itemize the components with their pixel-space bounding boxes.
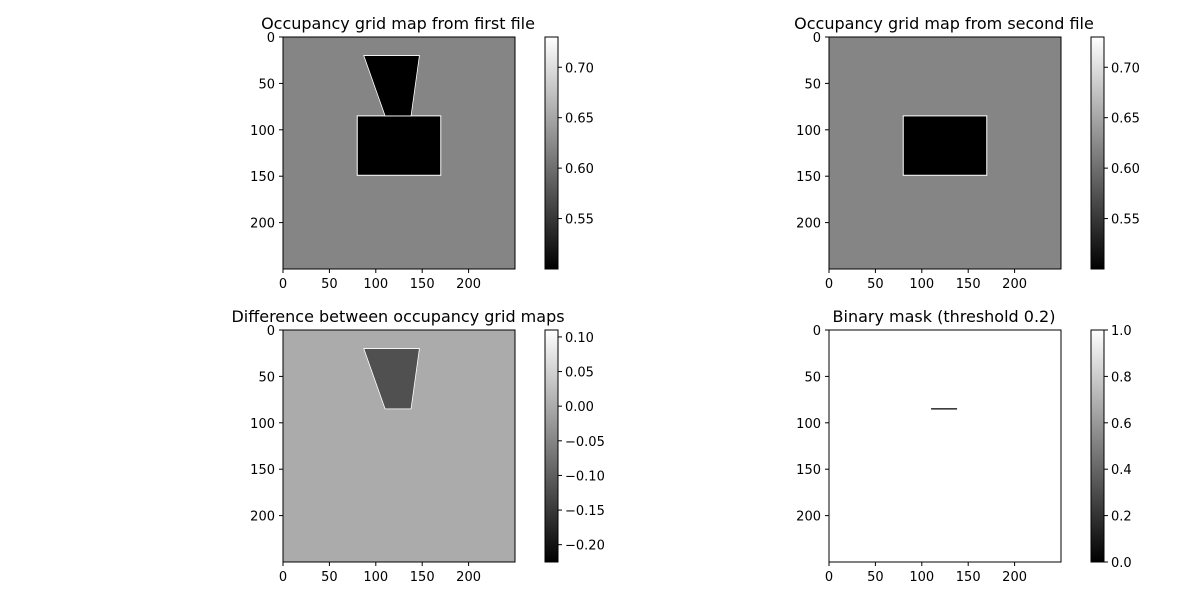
x-tick-label: 150 xyxy=(956,277,981,292)
x-tick-label: 0 xyxy=(825,570,833,585)
colorbar-tick-label: −0.20 xyxy=(565,539,605,554)
y-tick-label: 100 xyxy=(250,124,275,139)
colorbar-tick-label: 0.70 xyxy=(565,61,594,76)
x-tick-label: 150 xyxy=(410,570,435,585)
colorbar-tick-label: 0.60 xyxy=(1111,162,1140,177)
axes-frame xyxy=(828,36,1062,270)
y-tick-label: 200 xyxy=(796,217,821,232)
x-tick-label: 200 xyxy=(456,570,481,585)
y-tick-label: 0 xyxy=(267,324,275,339)
colorbar-tick-label: 0.60 xyxy=(565,162,594,177)
x-tick-label: 150 xyxy=(410,277,435,292)
panel-title: Difference between occupancy grid maps xyxy=(231,307,564,326)
y-tick-label: 100 xyxy=(250,417,275,432)
free-region-trapezoid xyxy=(363,55,420,117)
panel-first-file: Occupancy grid map from first file 0 50 10… xyxy=(250,14,594,292)
colorbar-tick-label: 0.00 xyxy=(565,400,594,415)
heatmap-image xyxy=(829,37,1061,269)
y-tick-label: 0 xyxy=(813,324,821,339)
colorbar-tick-label: −0.05 xyxy=(565,435,605,450)
colorbar-tick-label: 0.65 xyxy=(1111,112,1140,127)
colorbar-tick-label: 0.6 xyxy=(1111,417,1132,432)
y-tick-label: 0 xyxy=(813,31,821,46)
y-tick-label: 200 xyxy=(796,510,821,525)
panel-title: Occupancy grid map from second file xyxy=(794,14,1094,33)
heatmap-image xyxy=(283,330,515,562)
panel-second-file: Occupancy grid map from second file 0 50 1… xyxy=(794,14,1140,292)
x-tick-label: 200 xyxy=(1002,277,1027,292)
colorbar-tick-label: −0.15 xyxy=(565,504,605,519)
colorbar-tick-label: 0.8 xyxy=(1111,370,1132,385)
colorbar xyxy=(1090,329,1105,563)
heatmap-image xyxy=(283,37,515,269)
x-tick-label: 0 xyxy=(279,277,287,292)
x-tick-label: 0 xyxy=(279,570,287,585)
colorbar-tick-label: 0.4 xyxy=(1111,463,1132,478)
x-tick-label: 200 xyxy=(456,277,481,292)
colorbar-tick-label: 0.0 xyxy=(1111,556,1132,571)
heatmap-image xyxy=(829,330,1061,562)
y-tick-label: 200 xyxy=(250,510,275,525)
colorbar-tick-label: 0.55 xyxy=(1111,213,1140,228)
y-tick-label: 100 xyxy=(796,417,821,432)
colorbar-tick-label: 0.70 xyxy=(1111,61,1140,76)
panel-difference: Difference between occupancy grid maps 0… xyxy=(231,307,604,585)
colorbar-tick-label: 0.55 xyxy=(565,213,594,228)
panel-title: Occupancy grid map from first file xyxy=(261,14,535,33)
y-tick-label: 200 xyxy=(250,217,275,232)
free-region-trapezoid xyxy=(363,348,420,410)
colorbar-tick-label: 0.05 xyxy=(565,366,594,381)
panel-binary-mask: Binary mask (threshold 0.2) 0 50 100 150 200… xyxy=(796,307,1132,585)
x-tick-label: 150 xyxy=(956,570,981,585)
colorbar-tick-label: 1.0 xyxy=(1111,324,1132,339)
x-tick-label: 50 xyxy=(321,277,338,292)
y-tick-label: 0 xyxy=(267,31,275,46)
y-tick-label: 50 xyxy=(258,77,275,92)
y-tick-label: 150 xyxy=(250,463,275,478)
colorbar xyxy=(544,329,559,563)
free-region-rect xyxy=(356,115,442,176)
panel-title: Binary mask (threshold 0.2) xyxy=(833,307,1056,326)
colorbar xyxy=(544,36,559,270)
y-tick-label: 150 xyxy=(796,463,821,478)
x-tick-label: 100 xyxy=(909,277,934,292)
colorbar-tick-label: 0.10 xyxy=(565,331,594,346)
heatmap-background xyxy=(829,330,1061,562)
y-tick-label: 150 xyxy=(796,170,821,185)
x-tick-label: 50 xyxy=(867,277,884,292)
axes-frame xyxy=(282,36,516,270)
x-tick-label: 100 xyxy=(909,570,934,585)
y-tick-label: 50 xyxy=(258,370,275,385)
axes-frame xyxy=(282,329,516,563)
x-tick-label: 0 xyxy=(825,277,833,292)
y-tick-label: 100 xyxy=(796,124,821,139)
y-tick-label: 50 xyxy=(804,77,821,92)
x-tick-label: 100 xyxy=(363,277,388,292)
colorbar-tick-label: 0.65 xyxy=(565,112,594,127)
x-tick-label: 50 xyxy=(867,570,884,585)
colorbar xyxy=(1090,36,1105,270)
colorbar-tick-label: −0.10 xyxy=(565,469,605,484)
y-tick-label: 50 xyxy=(804,370,821,385)
y-tick-label: 150 xyxy=(250,170,275,185)
x-tick-label: 100 xyxy=(363,570,388,585)
x-tick-label: 50 xyxy=(321,570,338,585)
colorbar-tick-label: 0.2 xyxy=(1111,510,1132,525)
x-tick-label: 200 xyxy=(1002,570,1027,585)
axes-frame xyxy=(828,329,1062,563)
free-region-rect xyxy=(902,115,988,176)
